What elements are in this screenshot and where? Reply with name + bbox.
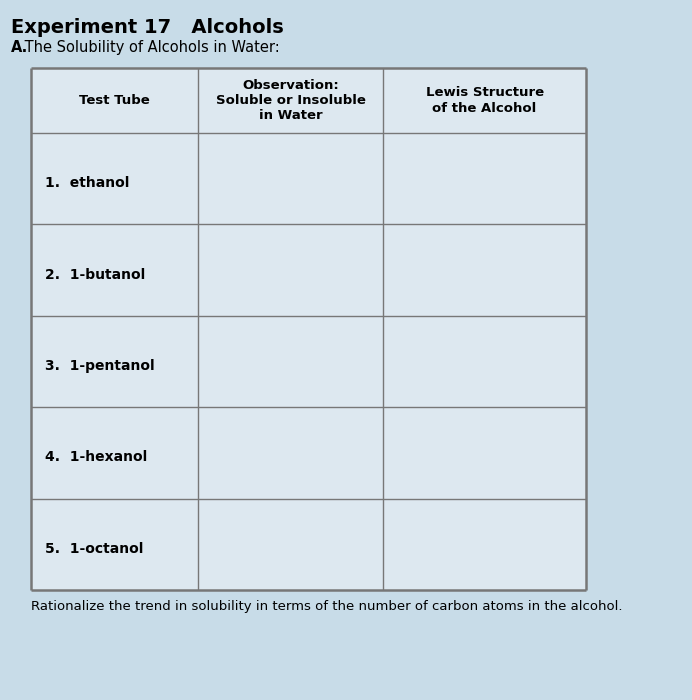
Bar	[31, 68, 586, 590]
Text: Rationalize the trend in solubility in terms of the number of carbon atoms in th: Rationalize the trend in solubility in t…	[31, 600, 622, 613]
Text: Lewis Structure
of the Alcohol: Lewis Structure of the Alcohol	[426, 87, 544, 115]
Text: A.: A.	[10, 40, 28, 55]
Text: 5.  1-octanol: 5. 1-octanol	[45, 542, 143, 556]
Text: 4.  1-hexanol: 4. 1-hexanol	[45, 451, 147, 465]
Text: Experiment 17   Alcohols: Experiment 17 Alcohols	[10, 18, 283, 37]
Text: Test Tube: Test Tube	[79, 94, 150, 107]
Text: 2.  1-butanol: 2. 1-butanol	[45, 267, 145, 281]
Text: 3.  1-pentanol: 3. 1-pentanol	[45, 359, 154, 373]
Text: 1.  ethanol: 1. ethanol	[45, 176, 129, 190]
Text: The Solubility of Alcohols in Water:: The Solubility of Alcohols in Water:	[20, 40, 280, 55]
Text: Observation:
Soluble or Insoluble
in Water: Observation: Soluble or Insoluble in Wat…	[216, 79, 365, 122]
